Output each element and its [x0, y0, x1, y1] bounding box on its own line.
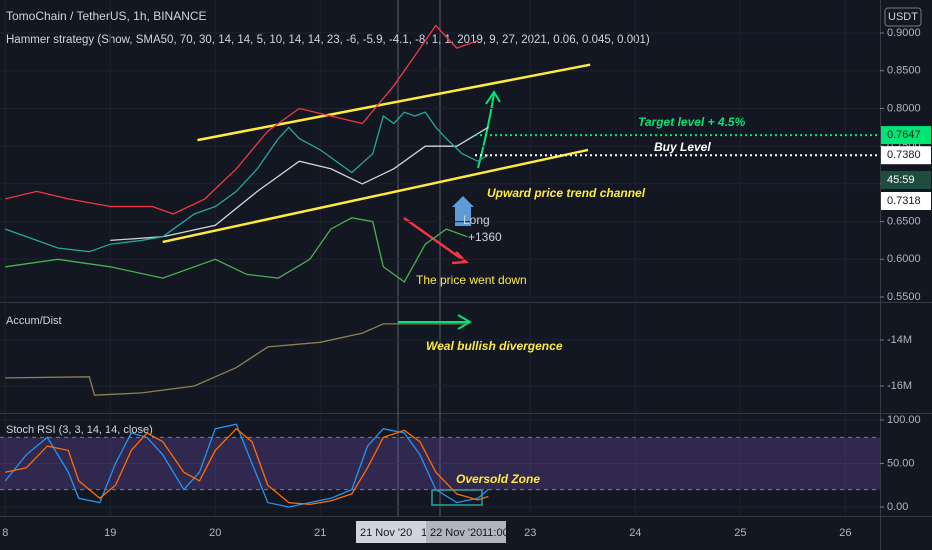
annotation: Long [463, 213, 490, 227]
cursor-box [426, 521, 506, 543]
annotation: The price went down [416, 273, 527, 287]
x-tick-label: 19 [104, 527, 116, 539]
pane-title: Accum/Dist [6, 315, 62, 327]
price-box [881, 126, 931, 145]
y-tick-label: 0.00 [887, 501, 908, 513]
side-label: 45:59 [887, 174, 915, 186]
y-tick-label: 0.5500 [887, 291, 921, 303]
annotation: Target level + 4.5% [638, 115, 746, 129]
side-box [881, 171, 931, 189]
series-line [5, 427, 489, 506]
annotation: Weal bullish divergence [426, 339, 563, 353]
down-arrow [403, 216, 469, 265]
x-tick-label: 25 [734, 527, 746, 539]
side-box [881, 192, 931, 210]
series-line [5, 217, 468, 283]
series-line [5, 111, 489, 253]
x-tick-label: 24 [629, 527, 641, 539]
up-arrow [477, 90, 501, 169]
chart-title: TomoChain / TetherUS, 1h, BINANCE [6, 9, 207, 23]
annotation: Buy Level [654, 140, 711, 154]
y-tick-label: 0.6500 [887, 215, 921, 227]
y-tick-label: -14M [887, 334, 912, 346]
cursor-label: 11:00 [482, 527, 509, 539]
series-line [4, 423, 489, 508]
x-tick-label: 26 [839, 527, 851, 539]
series-line [5, 323, 468, 396]
cursor-label: 21 Nov '20 [360, 527, 412, 539]
divergence-arrow [398, 314, 472, 330]
cursor-box [356, 521, 432, 543]
unit-label: USDT [888, 11, 918, 23]
x-tick-label: 20 [209, 527, 221, 539]
channel-line [162, 148, 589, 244]
annotation: Upward price trend channel [487, 186, 646, 200]
channel-line [197, 63, 591, 142]
y-tick-label: 50.00 [887, 457, 915, 469]
y-tick-label: 0.8500 [887, 65, 921, 77]
strategy-label: Hammer strategy (Show, SMA50, 70, 30, 14… [6, 34, 650, 46]
y-tick-label: 0.8000 [887, 102, 921, 114]
long-marker [452, 196, 474, 226]
x-tick-label: 8 [2, 527, 8, 539]
band-fill [0, 437, 880, 490]
price-box [881, 146, 931, 165]
series-line [5, 24, 479, 215]
price-label: 0.7380 [887, 149, 921, 161]
annotation: +1360 [468, 230, 502, 244]
price-label: 0.7647 [887, 129, 921, 141]
series-line [110, 126, 489, 242]
pane-title: Stoch RSI (3, 3, 14, 14, close) [6, 424, 153, 436]
cursor-label: 22 Nov '20 [430, 527, 482, 539]
side-label: 0.7318 [887, 195, 921, 207]
y-tick-label: 0.6000 [887, 253, 921, 265]
x-tick-label: 21 [314, 527, 326, 539]
y-tick-label: 100.00 [887, 414, 921, 426]
unit-box [884, 7, 922, 27]
y-tick-label: -16M [887, 380, 912, 392]
annotation: Oversold Zone [456, 472, 540, 486]
y-tick-label: 0.9000 [887, 27, 921, 39]
x-tick-label: 23 [524, 527, 536, 539]
